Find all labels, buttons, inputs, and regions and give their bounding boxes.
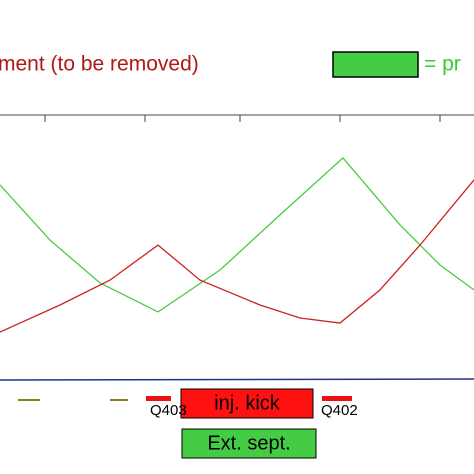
element-label: Q403 (150, 402, 187, 419)
baseline (0, 378, 474, 381)
line-series (0, 179, 474, 333)
frame-ticks (44, 115, 441, 122)
line-series (0, 156, 474, 313)
legend-text: ment (to be removed) (0, 53, 199, 76)
element-label: Q402 (321, 402, 358, 419)
legend-text: = pr (424, 53, 461, 76)
element-label: Ext. sept. (207, 432, 290, 454)
lattice (18, 388, 352, 459)
legend-box (332, 51, 419, 78)
element-label: inj. kick (214, 392, 281, 414)
